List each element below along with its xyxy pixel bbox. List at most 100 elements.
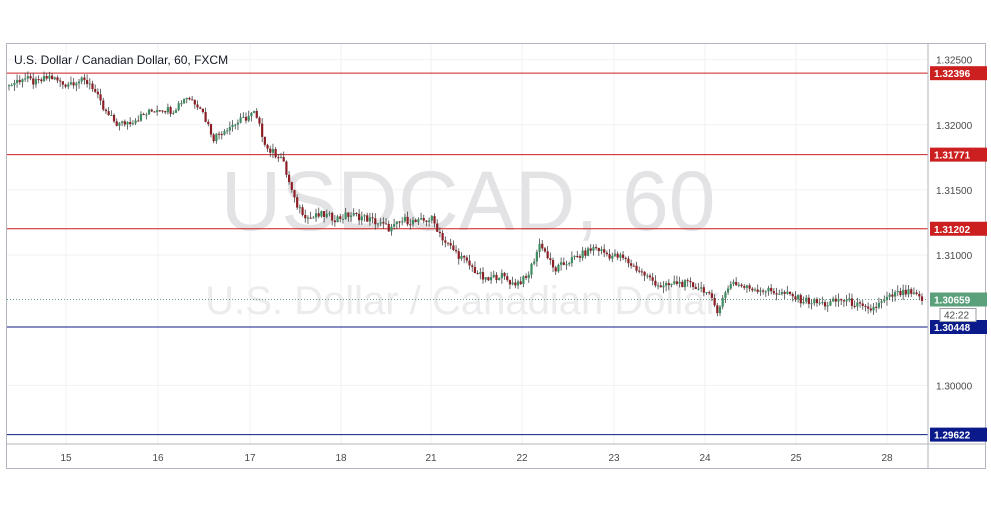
candle-body xyxy=(845,300,848,302)
candle-body xyxy=(83,77,86,81)
candle-body xyxy=(263,136,266,145)
candle-body xyxy=(236,122,240,125)
candle-body xyxy=(24,78,27,80)
candle-body xyxy=(589,248,592,251)
candle-body xyxy=(473,266,477,274)
candle-body xyxy=(204,111,207,122)
candle-body xyxy=(713,297,716,306)
candle-body xyxy=(150,109,153,112)
candle-body xyxy=(363,215,366,217)
candle-body xyxy=(158,110,161,112)
candle-body xyxy=(328,213,331,215)
candle-body xyxy=(177,103,180,111)
candle-body xyxy=(686,280,689,282)
candle-body xyxy=(869,308,872,311)
candle-body xyxy=(261,123,264,137)
candle-body xyxy=(384,223,388,225)
candle-body xyxy=(850,298,854,306)
candle-body xyxy=(864,305,867,307)
candle-body xyxy=(568,263,571,265)
candle-body xyxy=(506,276,509,281)
candle-body xyxy=(840,299,843,301)
candle-body xyxy=(613,253,617,256)
candle-body xyxy=(823,302,827,307)
candle-body xyxy=(551,259,555,268)
candle-body xyxy=(772,291,775,294)
candle-body xyxy=(172,112,175,114)
level-label: 1.31202 xyxy=(934,225,971,236)
candle-body xyxy=(716,305,719,314)
candle-body xyxy=(495,274,498,280)
candle-body xyxy=(648,275,652,278)
candle-body xyxy=(621,254,625,258)
candle-body xyxy=(379,222,382,224)
candle-body xyxy=(600,249,603,252)
candle-body xyxy=(69,82,73,85)
candle-body xyxy=(867,306,870,309)
candle-body xyxy=(104,109,108,112)
candle-body xyxy=(398,221,401,223)
candle-body xyxy=(675,281,679,284)
y-tick-label: 1.32500 xyxy=(936,56,973,67)
candle-body xyxy=(446,242,450,244)
candle-body xyxy=(810,303,813,305)
candle-body xyxy=(137,120,140,122)
candle-body xyxy=(729,283,732,289)
candle-body xyxy=(721,298,724,307)
candle-body xyxy=(115,121,118,126)
candle-body xyxy=(358,213,361,221)
candle-body xyxy=(751,288,754,291)
candle-body xyxy=(500,272,503,279)
candle-body xyxy=(659,285,662,288)
candle-body xyxy=(239,117,242,123)
candle-body xyxy=(654,280,657,286)
candle-body xyxy=(673,281,676,284)
current-price-label-bg xyxy=(930,292,987,307)
candle-body xyxy=(37,79,40,81)
candle-body xyxy=(306,217,310,219)
candle-body xyxy=(352,213,355,216)
candle-body xyxy=(32,78,35,85)
candle-body xyxy=(430,216,433,221)
candle-body xyxy=(182,99,186,104)
candle-body xyxy=(196,104,199,108)
candle-body xyxy=(918,293,921,297)
candle-body xyxy=(802,301,805,304)
candle-body xyxy=(269,148,272,153)
candle-body xyxy=(656,285,660,287)
candle-body xyxy=(632,265,635,267)
candle-body xyxy=(53,77,56,80)
candle-body xyxy=(651,277,654,281)
candle-body xyxy=(255,110,258,118)
watermark-name: U.S. Dollar / Canadian Dollar xyxy=(205,279,719,323)
candle-body xyxy=(126,121,129,125)
candle-body xyxy=(188,97,191,100)
candle-body xyxy=(584,250,587,256)
candle-body xyxy=(406,216,409,225)
candle-body xyxy=(425,220,428,222)
candle-body xyxy=(705,292,708,294)
candle-body xyxy=(417,219,420,222)
candle-body xyxy=(414,219,417,222)
candle-body xyxy=(565,264,568,266)
x-tick-label: 28 xyxy=(881,453,893,464)
candle-body xyxy=(88,83,91,85)
candle-body xyxy=(726,288,730,293)
candle-body xyxy=(290,182,293,190)
candle-body xyxy=(885,296,889,300)
candle-body xyxy=(910,289,913,294)
candle-body xyxy=(312,217,315,219)
candle-body xyxy=(560,262,563,265)
candle-body xyxy=(519,281,522,285)
candle-body xyxy=(374,218,377,225)
candle-body xyxy=(697,288,700,290)
candle-body xyxy=(215,133,218,142)
candle-body xyxy=(67,84,70,87)
candle-body xyxy=(59,80,62,82)
candle-body xyxy=(10,85,13,87)
candle-body xyxy=(463,255,466,258)
candle-body xyxy=(45,76,48,79)
chart-title: U.S. Dollar / Canadian Dollar, 60, FXCM xyxy=(14,53,229,67)
candle-body xyxy=(48,75,51,79)
candle-body xyxy=(662,285,665,288)
